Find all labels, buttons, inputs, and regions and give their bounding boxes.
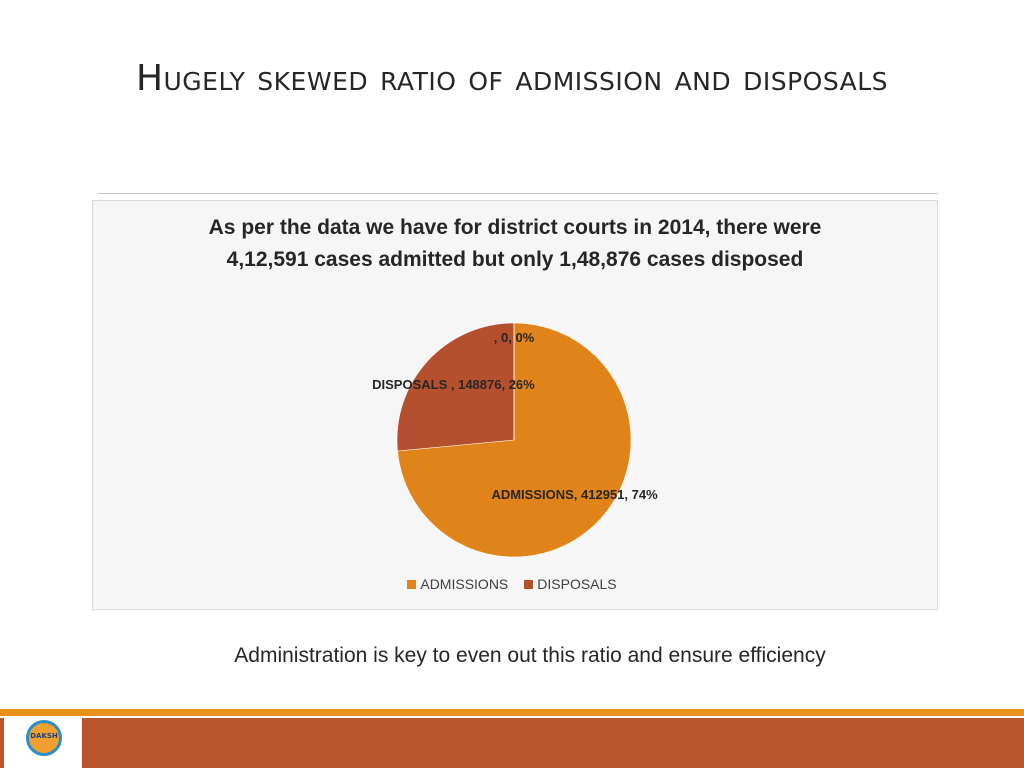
footer-text: Administration is key to even out this r… [234, 644, 826, 667]
footer-stripe [0, 709, 1024, 716]
legend-item: ADMISSIONS [407, 576, 508, 592]
slide-title: Hugely skewed ratio of admission and dis… [135, 58, 889, 99]
pie-slice [396, 322, 515, 452]
footer-band [0, 718, 1024, 768]
data-label: ADMISSIONS, 412951, 74% [491, 487, 658, 503]
data-label: DISPOSALS , 148876, 26% [372, 376, 535, 392]
legend-item: DISPOSALS [524, 576, 617, 592]
legend-swatch [407, 580, 417, 589]
legend: ADMISSIONS DISPOSALS [0, 576, 1024, 592]
divider [98, 193, 938, 194]
legend-label: DISPOSALS [537, 576, 617, 592]
data-label: , 0, 0% [493, 330, 535, 346]
logo-icon [26, 720, 62, 756]
legend-label: ADMISSIONS [420, 576, 509, 592]
legend-swatch [524, 580, 534, 589]
chart-title: As per the data we have for district cou… [208, 216, 822, 271]
logo-text: DAKSH [30, 732, 58, 740]
logo: DAKSH [4, 716, 82, 768]
